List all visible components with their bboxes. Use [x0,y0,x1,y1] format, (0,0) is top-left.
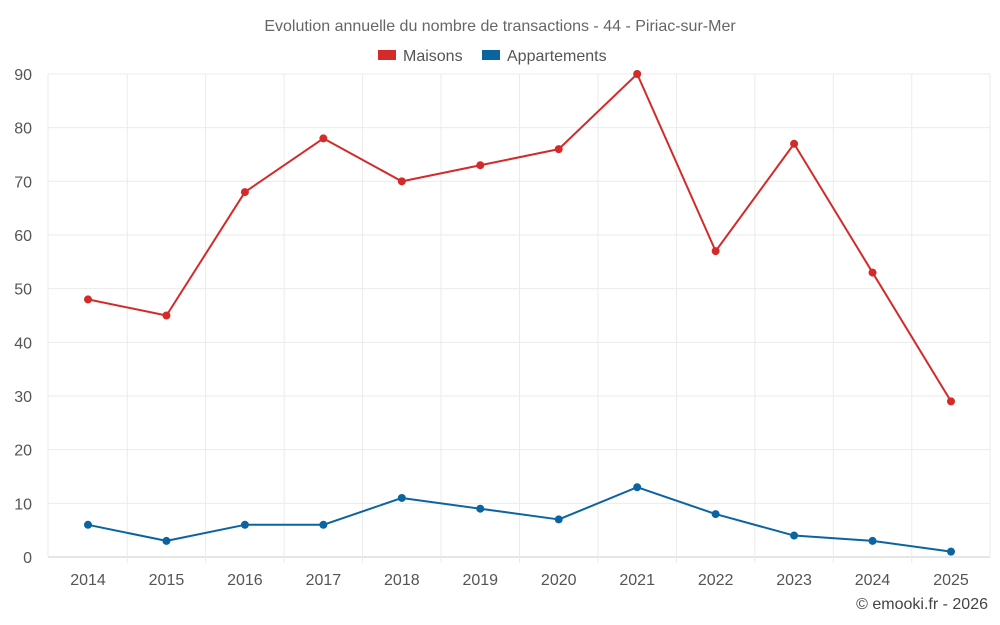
y-axis-ticks: 0 10 20 30 40 50 60 70 80 90 [14,67,32,567]
data-point-maisons[interactable] [947,397,955,406]
data-point-maisons[interactable] [554,145,563,154]
data-point-maisons[interactable] [476,161,485,170]
data-point-maisons[interactable] [868,268,877,277]
data-point-maisons[interactable] [397,177,406,186]
data-point-appartements[interactable] [790,531,799,540]
x-tick-label: 2022 [698,572,734,589]
x-tick-label: 2025 [933,572,969,589]
data-point-appartements[interactable] [554,515,563,524]
x-tick-label: 2023 [776,572,812,589]
x-tick-label: 2019 [462,572,498,589]
y-tick-label: 10 [14,496,32,513]
data-point-appartements[interactable] [162,536,171,545]
x-tick-label: 2021 [619,572,655,589]
data-point-maisons[interactable] [790,139,799,148]
series-line-maisons [87,73,952,402]
series-layer [84,70,955,556]
data-point-maisons[interactable] [84,295,92,304]
y-tick-label: 60 [14,228,32,245]
data-point-appartements[interactable] [240,520,249,529]
y-tick-label: 0 [23,550,32,567]
y-tick-label: 70 [14,174,32,191]
x-axis-ticks: 2014 2015 2016 2017 2018 2019 2020 2021 2022 2023… [70,572,969,589]
data-point-appartements[interactable] [84,520,92,529]
y-tick-label: 90 [14,67,32,84]
data-point-appartements[interactable] [947,547,955,556]
legend-swatch-appartements [482,50,500,60]
data-point-appartements[interactable] [633,483,642,492]
x-tick-label: 2014 [70,572,106,589]
y-tick-label: 30 [14,389,32,406]
credit-text: © emooki.fr - 2026 [856,596,988,613]
data-point-appartements[interactable] [476,504,485,513]
data-point-appartements[interactable] [397,493,406,502]
x-tick-label: 2020 [541,572,577,589]
x-tick-label: 2018 [384,572,420,589]
chart-title: Evolution annuelle du nombre de transact… [264,18,736,35]
data-point-maisons[interactable] [240,188,249,197]
data-point-maisons[interactable] [633,70,642,78]
y-tick-label: 80 [14,121,32,138]
legend-label-maisons[interactable]: Maisons [403,48,463,65]
y-tick-label: 50 [14,282,32,299]
series-line-appartements [87,486,952,553]
legend-swatch-maisons [378,50,396,60]
legend-label-appartements[interactable]: Appartements [507,48,607,65]
data-point-maisons[interactable] [711,247,720,256]
data-point-appartements[interactable] [868,536,877,545]
x-tick-label: 2017 [306,572,342,589]
x-tick-label: 2024 [855,572,891,589]
data-point-appartements[interactable] [711,510,720,519]
data-point-maisons[interactable] [162,311,171,320]
gridlines [47,73,991,563]
legend: Maisons Appartements [378,48,607,65]
x-tick-label: 2015 [149,572,185,589]
data-point-maisons[interactable] [319,134,328,143]
y-tick-label: 20 [14,443,32,460]
y-tick-label: 40 [14,335,32,352]
data-point-appartements[interactable] [319,520,328,529]
x-tick-label: 2016 [227,572,263,589]
